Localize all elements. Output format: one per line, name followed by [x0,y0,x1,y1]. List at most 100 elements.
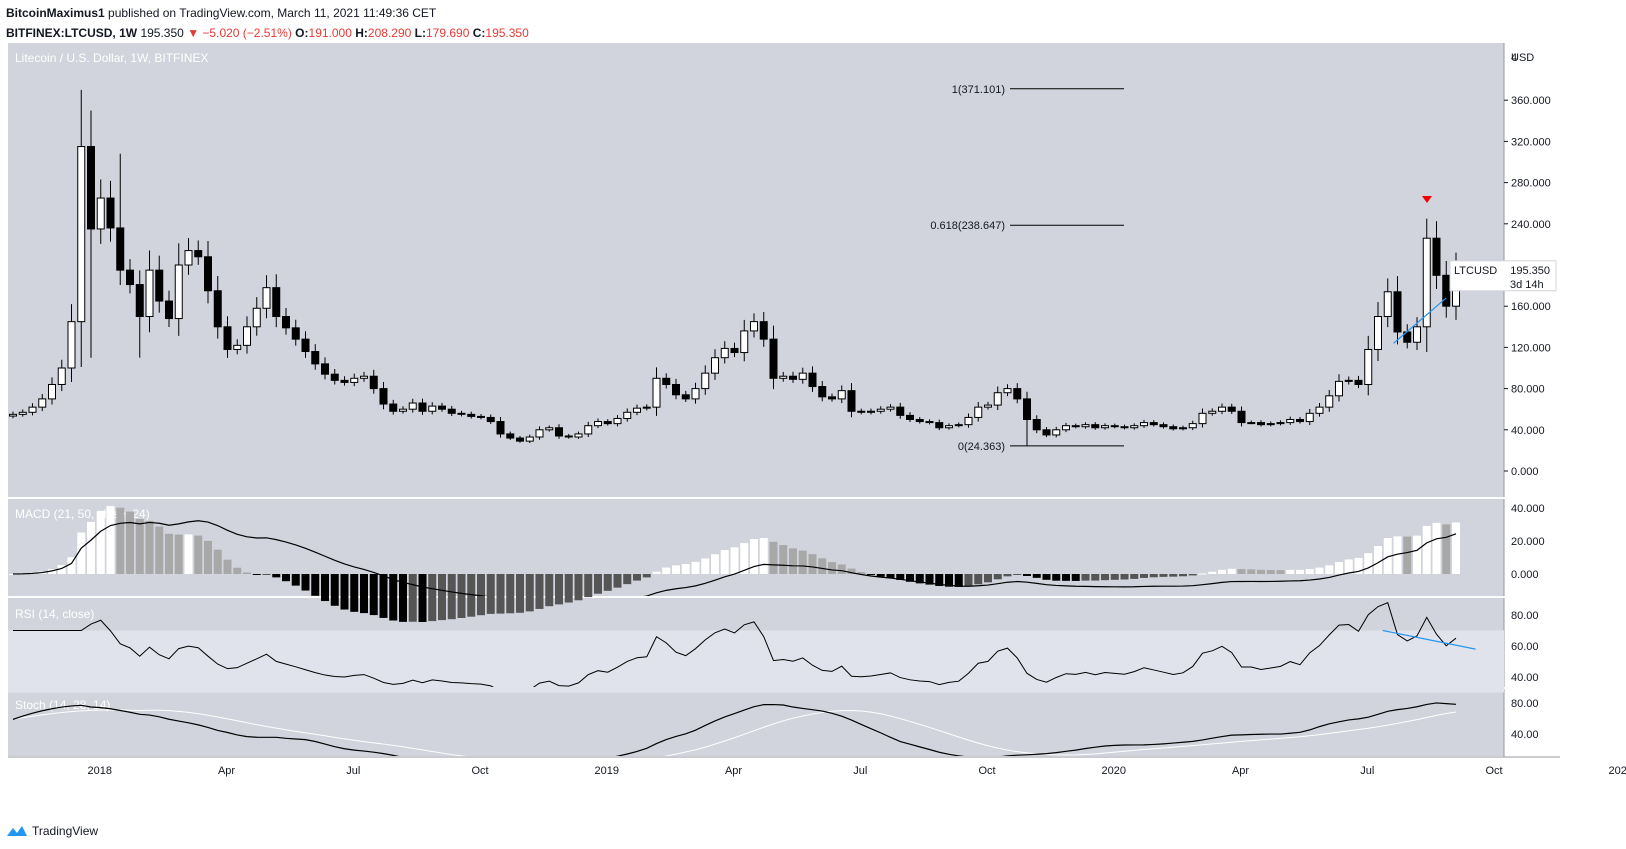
candle-body [613,417,622,425]
macd-bar [1422,525,1431,574]
price-axis-label: 0.000 [1511,466,1539,478]
candle-body [730,347,739,354]
candle-body [925,421,934,424]
price-axis-label: 80.000 [1511,384,1545,396]
macd-bar [213,549,222,574]
macd-bar [672,565,680,574]
symbol-line[interactable]: BITFINEX:LTCUSD, 1W [6,26,138,40]
time-axis-label: Oct [978,765,995,777]
candle-body [1208,410,1217,414]
macd-bar [1042,574,1051,580]
macd-bar [1383,538,1392,574]
candle-body [116,227,125,271]
candle-body [1218,406,1226,412]
time-axis-label: Oct [1485,765,1502,777]
candle-body [87,146,95,230]
macd-bar [1179,574,1187,577]
macd-bar [555,574,563,605]
candle-body [311,351,320,365]
macd-bar [155,526,164,574]
macd-bar [1159,574,1168,577]
macd-bar [1052,574,1061,581]
price-axis-label: 120.000 [1511,342,1551,354]
macd-bar [291,574,300,586]
macd-bar [1208,571,1217,574]
candle-body [1257,422,1265,426]
candle-body [993,392,1002,406]
candle-body [38,398,47,408]
candle-body [262,287,271,309]
bar-countdown: 3d 14h [1510,279,1544,291]
price-axis-label: 280.000 [1511,178,1551,190]
macd-bar [535,574,544,609]
candle-body [467,413,476,417]
macd-bar [740,543,749,574]
macd-bar [925,574,934,585]
candle-body [1159,424,1168,428]
footer-brand[interactable]: TradingView [32,824,99,838]
candle-body [847,390,856,412]
candle-body [194,250,203,258]
macd-bar [1266,570,1275,574]
price-axis-label: 320.000 [1511,136,1551,148]
candle-body [1120,426,1129,429]
macd-bar [457,574,466,618]
macd-bar [243,572,251,574]
candle-body [233,344,242,350]
candle-body [28,406,37,413]
time-axis-label: Jul [1360,765,1374,777]
macd-bar [379,574,388,618]
macd-bar [750,539,758,574]
macd-bar [1071,574,1080,581]
macd-bar [272,574,281,578]
macd-bar [720,550,729,574]
price-axis-label: 240.000 [1511,219,1551,231]
macd-bar [759,538,768,574]
candle-body [720,347,729,359]
candle-body [1247,422,1256,425]
candle-body [252,307,261,328]
candle-body [1169,426,1178,430]
candle-body [652,377,661,408]
candle-body [301,338,310,353]
macd-bar [1169,574,1178,577]
macd-bar [574,574,583,601]
chart-header: BitcoinMaximus1 published on TradingView… [6,3,1606,43]
candle-body [584,425,593,435]
candle-body [603,421,612,425]
candle-body [330,373,339,381]
candle-body [1198,412,1207,425]
candle-body [1315,406,1324,414]
macd-bar [57,565,66,574]
candle-body [1393,291,1402,333]
price-axis-label: 360.000 [1511,95,1551,107]
macd-bar [1305,568,1314,574]
candle-body [1071,425,1080,428]
low-value: 179.690 [425,26,470,40]
candle-body [184,250,193,266]
candle-body [711,357,719,374]
macd-bar [857,572,866,574]
pane-stoch-background [8,689,1504,756]
candle-body [1422,237,1431,328]
candle-body [1179,427,1187,430]
macd-bar [935,574,944,586]
macd-bar [467,574,476,617]
macd-bar [613,574,622,588]
macd-bar [1364,553,1373,574]
macd-bar [1296,569,1304,574]
candle-body [1383,291,1392,317]
macd-axis-label: 40.000 [1511,503,1545,515]
macd-bar [1023,574,1031,576]
candle-body [155,269,164,302]
author-name[interactable]: BitcoinMaximus1 [6,6,105,20]
open-label: O: [295,26,309,40]
candle-body [1442,274,1451,307]
macd-bar [506,574,515,614]
candle-body [57,367,66,385]
published-text: published on TradingView.com, March 11, … [108,6,437,20]
candle-body [896,406,905,416]
candle-body [77,146,86,323]
macd-bar [1276,570,1285,574]
